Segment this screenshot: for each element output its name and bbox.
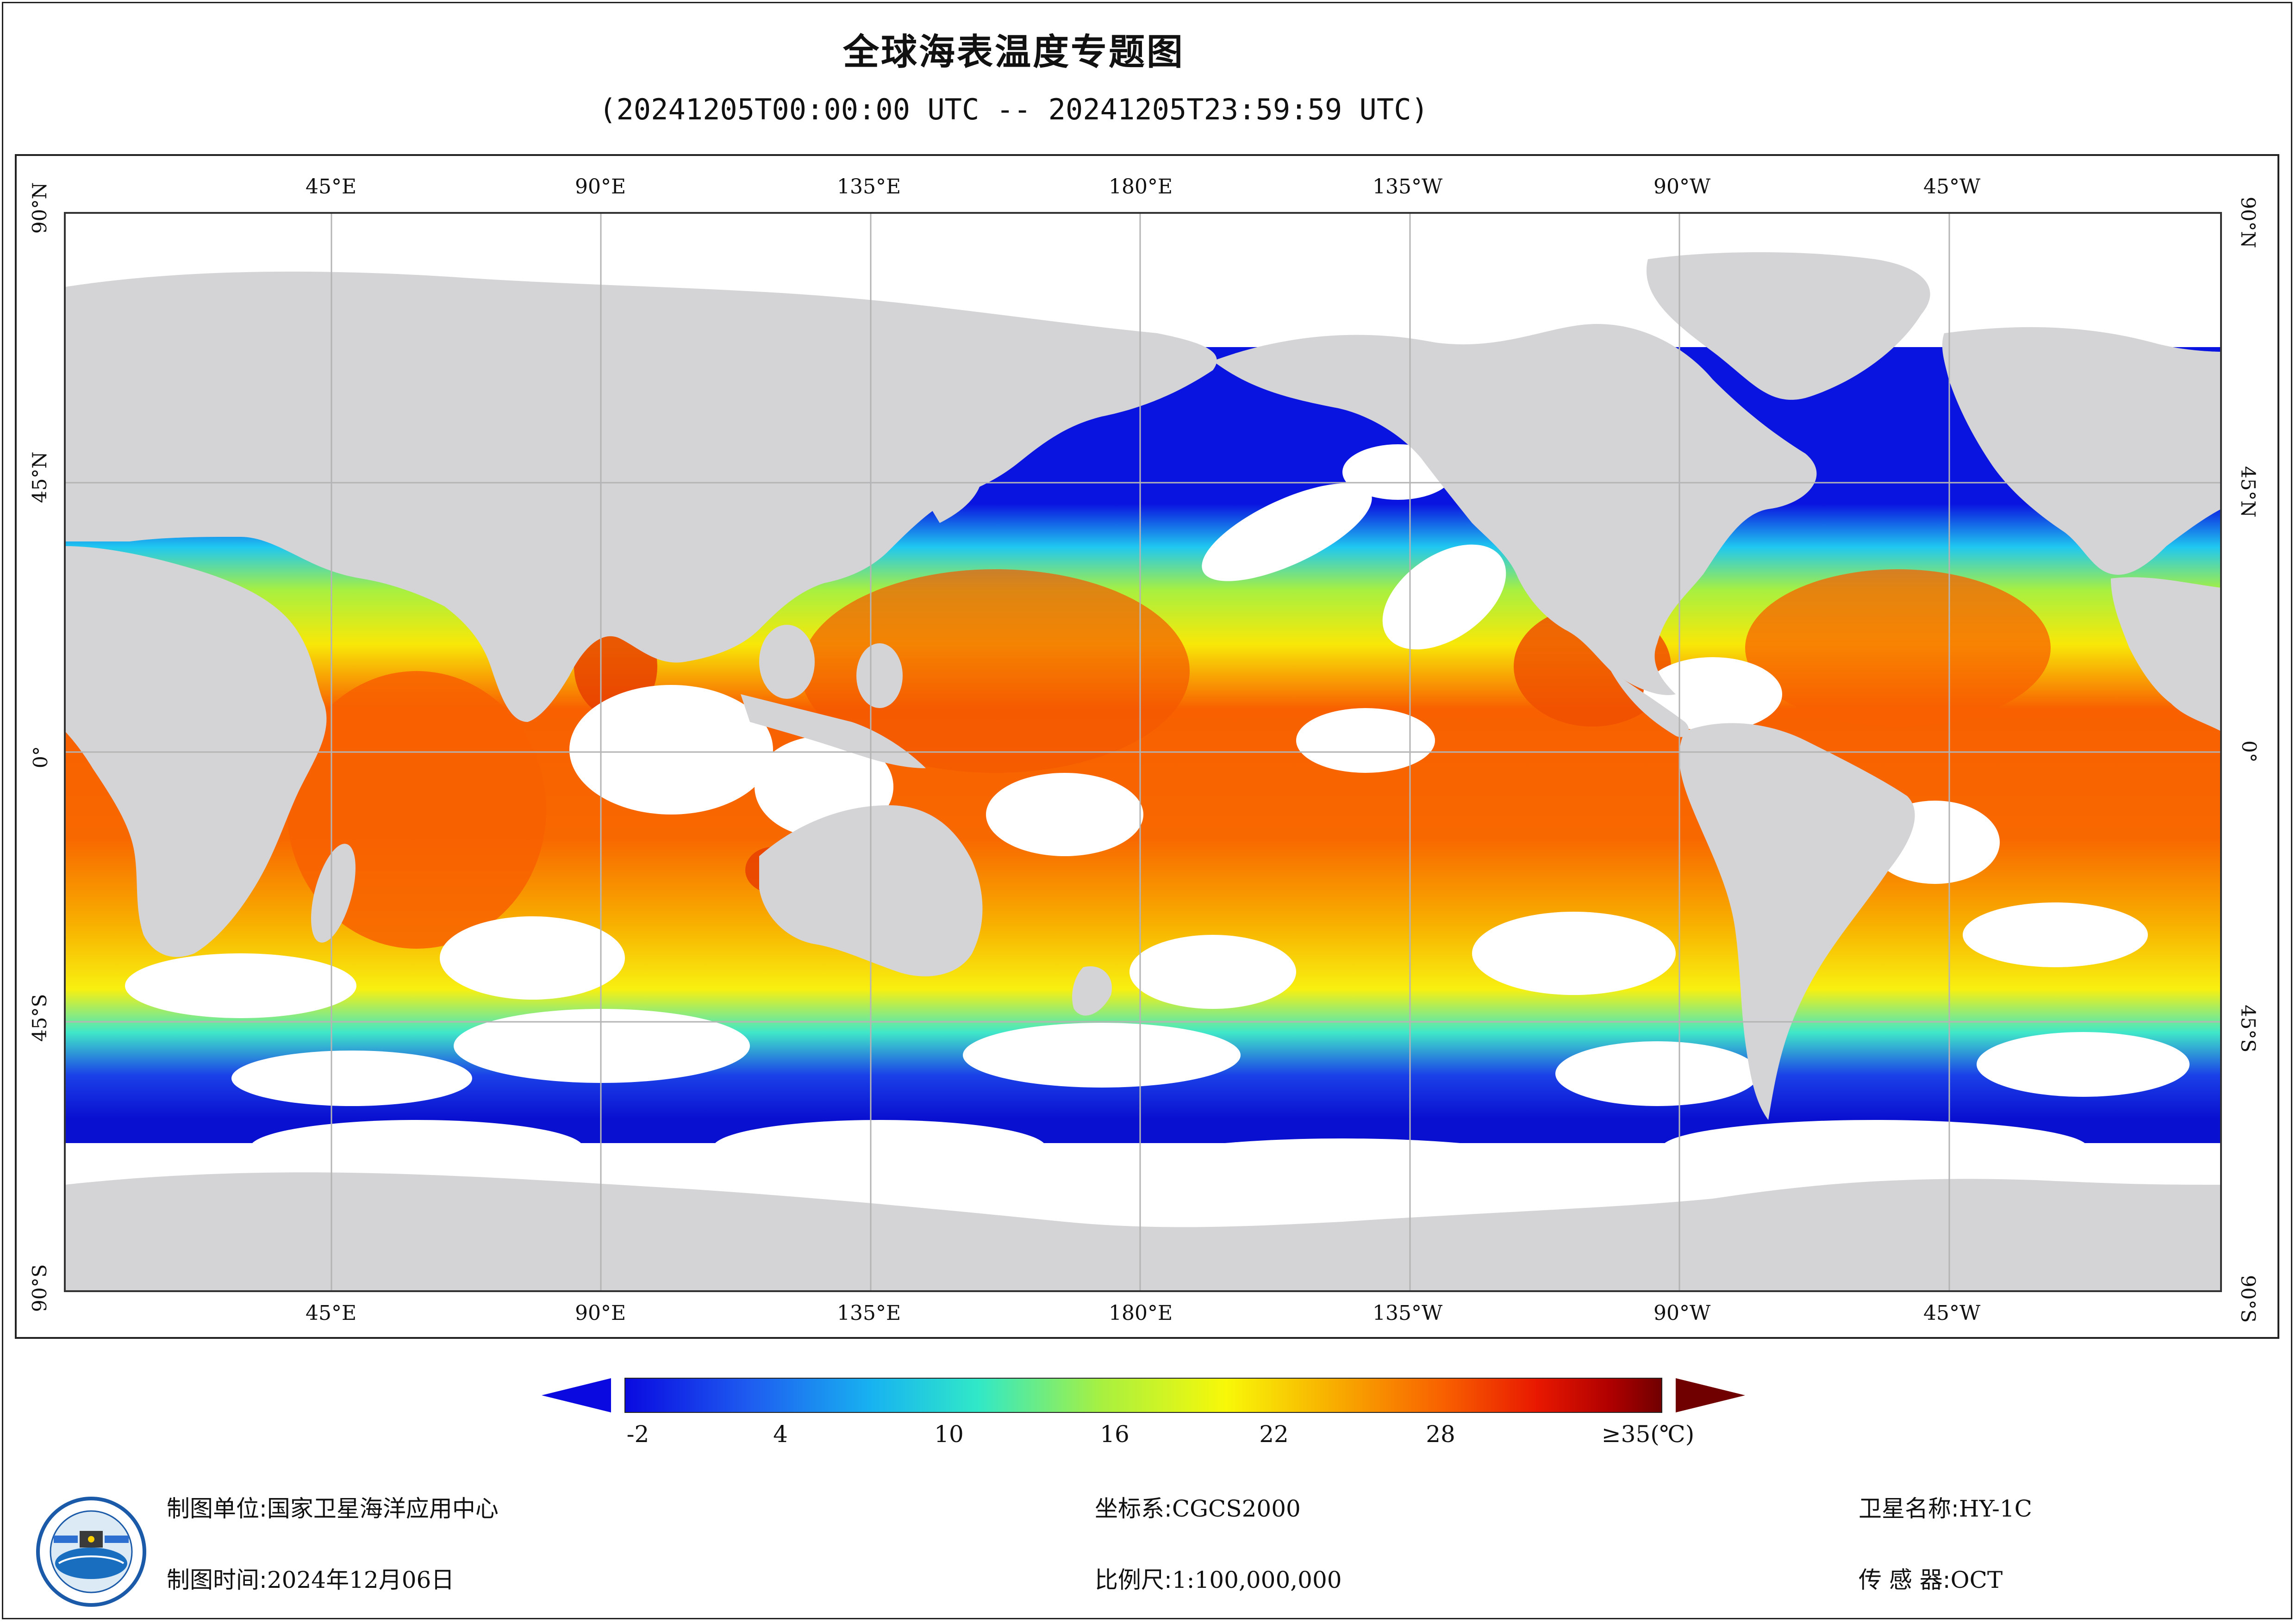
lat-label-left: 0°	[29, 746, 52, 768]
lat-label-left: 90°N	[28, 182, 51, 234]
map-title: 全球海表温度专题图	[842, 31, 1185, 73]
colorbar-tick-label: -2	[626, 1421, 649, 1448]
sst-map	[64, 212, 2222, 1292]
antarctica	[65, 1172, 2221, 1291]
land-masses	[65, 252, 2221, 1291]
satellite-label: 卫星名称:	[1859, 1495, 1959, 1522]
lat-label-right: 45°N	[2237, 466, 2259, 518]
colorbar-tick-label: 16	[1100, 1421, 1129, 1448]
lon-label-bottom: 135°W	[1373, 1301, 1443, 1325]
colorbar-low-arrow	[542, 1378, 611, 1412]
satellite-value: HY-1C	[1959, 1495, 2032, 1522]
lat-label-right: 45°S	[2237, 1005, 2259, 1053]
mapping-time-value: 2024年12月06日	[267, 1567, 455, 1593]
africa-west	[2111, 577, 2221, 731]
graticule	[65, 213, 2221, 1291]
colorbar-tick-label: ≥35(℃)	[1601, 1421, 1695, 1448]
coordinate-system: 坐标系:CGCS2000	[1095, 1490, 1301, 1524]
colorbar	[542, 1378, 1745, 1413]
mapping-unit: 制图单位:国家卫星海洋应用中心	[167, 1490, 499, 1524]
colorbar-tick-label: 22	[1259, 1421, 1289, 1448]
nsoas-logo-icon	[36, 1497, 146, 1607]
lat-label-left: 90°S	[28, 1264, 51, 1312]
lon-label-top: 180°E	[1109, 175, 1173, 199]
sensor-name: 传 感 器:OCT	[1859, 1561, 2003, 1595]
lon-label-bottom: 90°E	[575, 1301, 626, 1325]
lat-label-right: 90°N	[2237, 197, 2259, 249]
scale-value: 1:100,000,000	[1172, 1567, 1342, 1593]
colorbar-high-arrow	[1676, 1378, 1745, 1412]
mapping-unit-label: 制图单位:	[167, 1495, 267, 1522]
crs-label: 坐标系:	[1095, 1495, 1172, 1522]
lon-label-top: 135°W	[1373, 175, 1443, 199]
lat-label-left: 45°S	[28, 994, 51, 1042]
lat-label-left: 45°N	[28, 451, 51, 503]
lon-label-top: 45°E	[306, 175, 357, 199]
lat-label-right: 0°	[2238, 740, 2260, 763]
satellite-name: 卫星名称:HY-1C	[1859, 1490, 2032, 1524]
south-america	[1679, 723, 1915, 1120]
scale-label: 比例尺:	[1095, 1567, 1172, 1593]
lon-label-top: 135°E	[837, 175, 901, 199]
lon-label-top: 90°W	[1653, 175, 1711, 199]
colorbar-tick-label: 4	[773, 1421, 788, 1448]
lon-label-bottom: 135°E	[837, 1301, 901, 1325]
colorbar-tick-label: 28	[1426, 1421, 1455, 1448]
eurasia	[65, 271, 1217, 722]
crs-value: CGCS2000	[1172, 1495, 1301, 1522]
greenland	[1646, 252, 1930, 400]
mapping-time: 制图时间:2024年12月06日	[167, 1561, 454, 1595]
sensor-value: OCT	[1950, 1567, 2003, 1593]
europe-east	[1942, 327, 2221, 575]
lon-label-top: 45°W	[1923, 175, 1981, 199]
colorbar-gradient	[624, 1378, 1662, 1413]
lon-label-top: 90°E	[575, 175, 626, 199]
map-scale: 比例尺:1:100,000,000	[1095, 1561, 1342, 1595]
mapping-time-label: 制图时间:	[167, 1567, 267, 1593]
lon-label-bottom: 180°E	[1109, 1301, 1173, 1325]
north-america	[1213, 324, 1817, 695]
map-frame	[15, 154, 2279, 1339]
lon-label-bottom: 45°E	[306, 1301, 357, 1325]
lon-label-bottom: 45°W	[1923, 1301, 1981, 1325]
colorbar-tick-label: 10	[934, 1421, 964, 1448]
time-range-subtitle: (20241205T00:00:00 UTC -- 20241205T23:59…	[599, 93, 1429, 126]
lat-label-right: 90°S	[2237, 1275, 2259, 1323]
lon-label-bottom: 90°W	[1653, 1301, 1711, 1325]
mapping-unit-value: 国家卫星海洋应用中心	[267, 1495, 499, 1522]
sensor-label: 传 感 器:	[1859, 1567, 1951, 1593]
